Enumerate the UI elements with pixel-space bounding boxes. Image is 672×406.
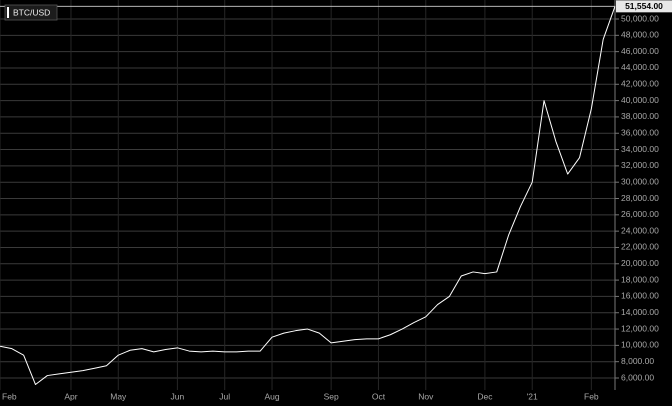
y-tick-label: 10,000.00 [621,340,659,350]
y-tick-label: 36,000.00 [621,127,659,137]
y-tick-label: 24,000.00 [621,225,659,235]
x-tick-label: Dec [477,391,493,401]
y-tick-label: 28,000.00 [621,193,659,203]
x-tick-label: Oct [372,391,386,401]
legend-box [4,4,58,21]
y-tick-label: 18,000.00 [621,274,659,284]
y-tick-label: 46,000.00 [621,46,659,56]
x-tick-label: Jun [171,391,185,401]
last-price-label: 51,554.00 [625,1,663,11]
y-tick-label: 40,000.00 [621,95,659,105]
y-tick-label: 50,000.00 [621,13,659,23]
y-tick-label: 48,000.00 [621,30,659,40]
x-tick-label: Feb [584,391,599,401]
y-tick-label: 20,000.00 [621,258,659,268]
x-tick-label: Feb [2,391,17,401]
y-tick-label: 8,000.00 [621,356,654,366]
y-tick-label: 6,000.00 [621,372,654,382]
y-tick-label: 32,000.00 [621,160,659,170]
x-tick-label: '21 [527,391,538,401]
x-tick-label: Jul [219,391,230,401]
price-line [0,6,616,386]
last-price-box [616,0,672,13]
x-tick-label: Apr [64,391,77,401]
x-tick-label: May [110,391,127,401]
legend-label: BTC/USD [13,7,50,17]
y-tick-label: 26,000.00 [621,209,659,219]
x-tick-label: Nov [418,391,434,401]
y-tick-label: 12,000.00 [621,323,659,333]
legend-swatch [7,7,9,18]
y-tick-label: 30,000.00 [621,176,659,186]
y-tick-label: 34,000.00 [621,144,659,154]
y-tick-label: 38,000.00 [621,111,659,121]
y-tick-label: 16,000.00 [621,291,659,301]
x-tick-label: Aug [264,391,279,401]
y-tick-label: 42,000.00 [621,79,659,89]
y-tick-label: 14,000.00 [621,307,659,317]
y-tick-label: 22,000.00 [621,242,659,252]
y-tick-label: 44,000.00 [621,62,659,72]
x-tick-label: Sep [324,391,339,401]
